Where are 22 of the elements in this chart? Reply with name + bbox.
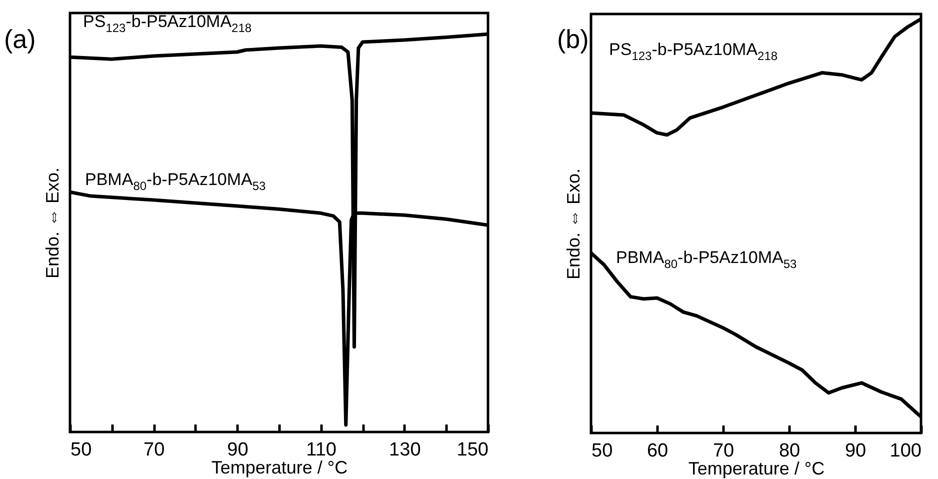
x-tick-label: 80 <box>778 440 800 462</box>
x-tick-label: 90 <box>227 440 248 460</box>
x-tick-label: 150 <box>456 440 488 460</box>
x-axis-title: Temperature / °C <box>688 458 825 478</box>
x-tick-label: 110 <box>306 440 336 460</box>
series-label: PBMA$_{80}$-b-P5Az10MA$_{53}$ <box>616 248 797 271</box>
x-tick-label: 60 <box>646 440 668 462</box>
y-axis-title: Endo. ⇔ Exo. <box>564 168 584 280</box>
chart-title: (b) <box>557 24 589 55</box>
chart-title: (a) <box>4 24 36 55</box>
x-tick-label: 100 <box>890 440 922 462</box>
x-tick-label: 130 <box>389 440 421 460</box>
x-tick-label: 90 <box>844 440 866 462</box>
series-label: PBMA$_{80}$-b-P5Az10MA$_{53}$ <box>85 170 266 194</box>
x-tick-label: 70 <box>712 440 734 462</box>
x-tick-label: 50 <box>70 440 92 460</box>
y-axis-title: Endo. ⇔ Exo. <box>42 167 62 279</box>
series-label: PS$_{123}$-b-P5Az10MA$_{218}$ <box>609 40 778 63</box>
x-tick-label: 50 <box>592 440 613 462</box>
x-tick-label: 70 <box>144 440 165 460</box>
x-axis-title: Temperature / °C <box>211 458 348 478</box>
series-label: PS$_{123}$-b-P5Az10MA$_{218}$ <box>83 12 252 36</box>
